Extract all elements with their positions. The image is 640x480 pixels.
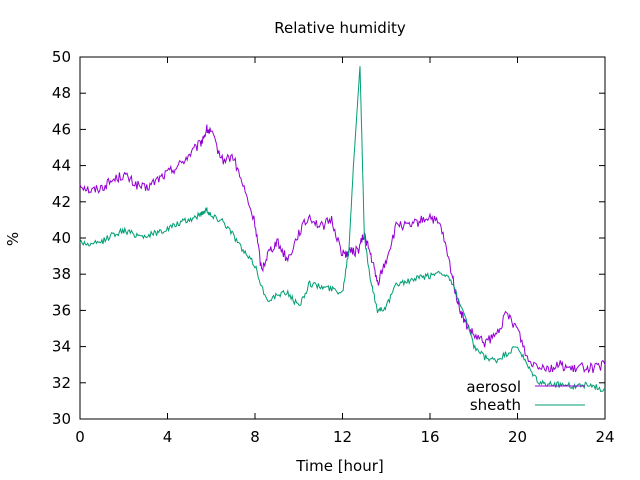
y-tick-label: 42 xyxy=(52,193,71,211)
y-tick-label: 46 xyxy=(52,120,71,138)
legend: aerosol sheath xyxy=(466,378,585,414)
x-tick-label: 16 xyxy=(420,428,439,446)
y-tick-label: 40 xyxy=(52,229,71,247)
chart-title: Relative humidity xyxy=(274,19,406,37)
x-tick-label: 8 xyxy=(250,428,260,446)
series-line-aerosol xyxy=(79,124,606,374)
y-tick-label: 48 xyxy=(52,84,71,102)
x-tick-label: 20 xyxy=(508,428,527,446)
y-tick-label: 44 xyxy=(52,157,71,175)
series-line-sheath xyxy=(79,66,606,393)
x-tick-label: 24 xyxy=(595,428,614,446)
y-tick-label: 36 xyxy=(52,301,71,319)
x-tick-label: 12 xyxy=(333,428,352,446)
y-tick-label: 50 xyxy=(52,48,71,66)
legend-label-sheath: sheath xyxy=(470,396,521,414)
series-layer xyxy=(79,66,606,393)
x-axis: 0 4 8 12 16 20 24 xyxy=(75,57,615,446)
y-tick-label: 38 xyxy=(52,265,71,283)
x-axis-title: Time [hour] xyxy=(295,457,384,475)
legend-label-aerosol: aerosol xyxy=(466,378,521,396)
x-tick-label: 4 xyxy=(163,428,173,446)
y-tick-label: 32 xyxy=(52,374,71,392)
y-tick-label: 34 xyxy=(52,338,71,356)
y-axis-title: % xyxy=(4,232,22,246)
x-tick-label: 0 xyxy=(75,428,85,446)
y-tick-label: 30 xyxy=(52,410,71,428)
plot-frame xyxy=(79,56,606,420)
y-axis: 30 32 34 36 38 40 42 44 46 48 50 xyxy=(52,48,605,428)
